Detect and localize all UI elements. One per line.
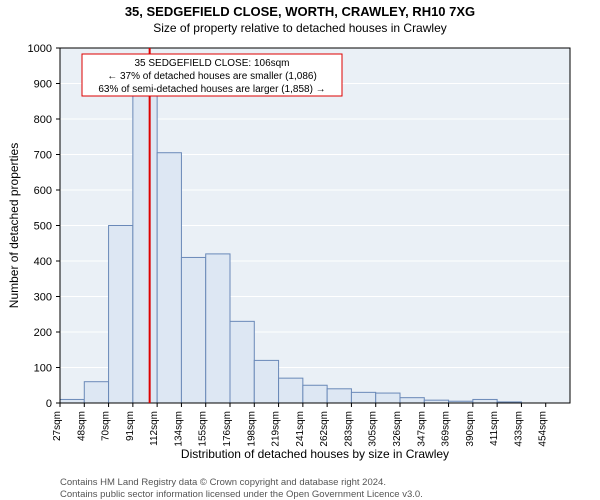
chart-title: 35, SEDGEFIELD CLOSE, WORTH, CRAWLEY, RH… [125,4,475,19]
x-tick-label: 347sqm [416,411,427,447]
histogram-bar [109,226,133,404]
x-tick-label: 134sqm [173,411,184,447]
histogram-bar [376,393,400,403]
y-tick-label: 500 [34,221,52,233]
x-tick-label: 27sqm [52,411,63,441]
x-tick-label: 326sqm [392,411,403,447]
x-axis-label: Distribution of detached houses by size … [181,447,449,461]
histogram-bar [254,360,278,403]
annotation-line2: ← 37% of detached houses are smaller (1,… [107,71,317,82]
x-tick-label: 411sqm [489,411,500,446]
x-tick-label: 112sqm [149,411,160,446]
x-tick-label: 305sqm [368,411,379,447]
y-tick-label: 100 [34,363,52,375]
x-tick-label: 262sqm [319,411,330,447]
chart-container: 0 100 200 300 400 500 600 700 800 900 1000 27sqm 48s… [0,0,600,500]
y-tick-label: 0 [46,398,52,410]
x-tick-label: 433sqm [513,411,524,447]
annotation-line1: 35 SEDGEFIELD CLOSE: 106sqm [134,58,289,69]
y-tick-label: 800 [34,114,52,126]
histogram-chart: 0 100 200 300 400 500 600 700 800 900 1000 27sqm 48s… [0,0,600,500]
x-tick-label: 219sqm [271,411,282,447]
y-tick-label: 700 [34,150,52,162]
histogram-bar [473,399,497,403]
histogram-bar [230,321,254,403]
y-tick-label: 1000 [28,43,52,55]
annotation-line3: 63% of semi-detached houses are larger (… [98,84,325,95]
x-tick-label: 241sqm [295,411,306,447]
histogram-bar [400,398,424,403]
histogram-bar [351,392,375,403]
x-tick-label: 283sqm [343,411,354,447]
histogram-bar [303,385,327,403]
chart-subtitle: Size of property relative to detached ho… [153,21,447,35]
histogram-bar [60,399,84,403]
y-tick-label: 600 [34,185,52,197]
histogram-bar [206,254,230,403]
histogram-bar [279,378,303,403]
x-tick-label: 390sqm [465,411,476,447]
histogram-bar [181,257,205,403]
x-tick-label: 70sqm [101,411,112,441]
y-tick-label: 900 [34,79,52,91]
footer-line2: Contains public sector information licen… [60,489,423,500]
histogram-bar [157,153,181,403]
y-tick-label: 400 [34,256,52,268]
x-tick-label: 176sqm [222,411,233,447]
x-tick-label: 369sqm [441,411,452,447]
x-tick-label: 198sqm [246,411,257,447]
x-tick-label: 155sqm [198,411,209,447]
histogram-bar [84,382,108,403]
y-tick-label: 200 [34,327,52,339]
x-tick-label: 48sqm [76,411,87,441]
histogram-bar [327,389,351,403]
footer-line1: Contains HM Land Registry data © Crown c… [60,477,386,488]
histogram-bar [133,91,157,403]
y-tick-label: 300 [34,292,52,304]
x-tick-label: 91sqm [125,411,136,441]
y-axis-label: Number of detached properties [7,143,21,308]
x-tick-label: 454sqm [538,411,549,447]
